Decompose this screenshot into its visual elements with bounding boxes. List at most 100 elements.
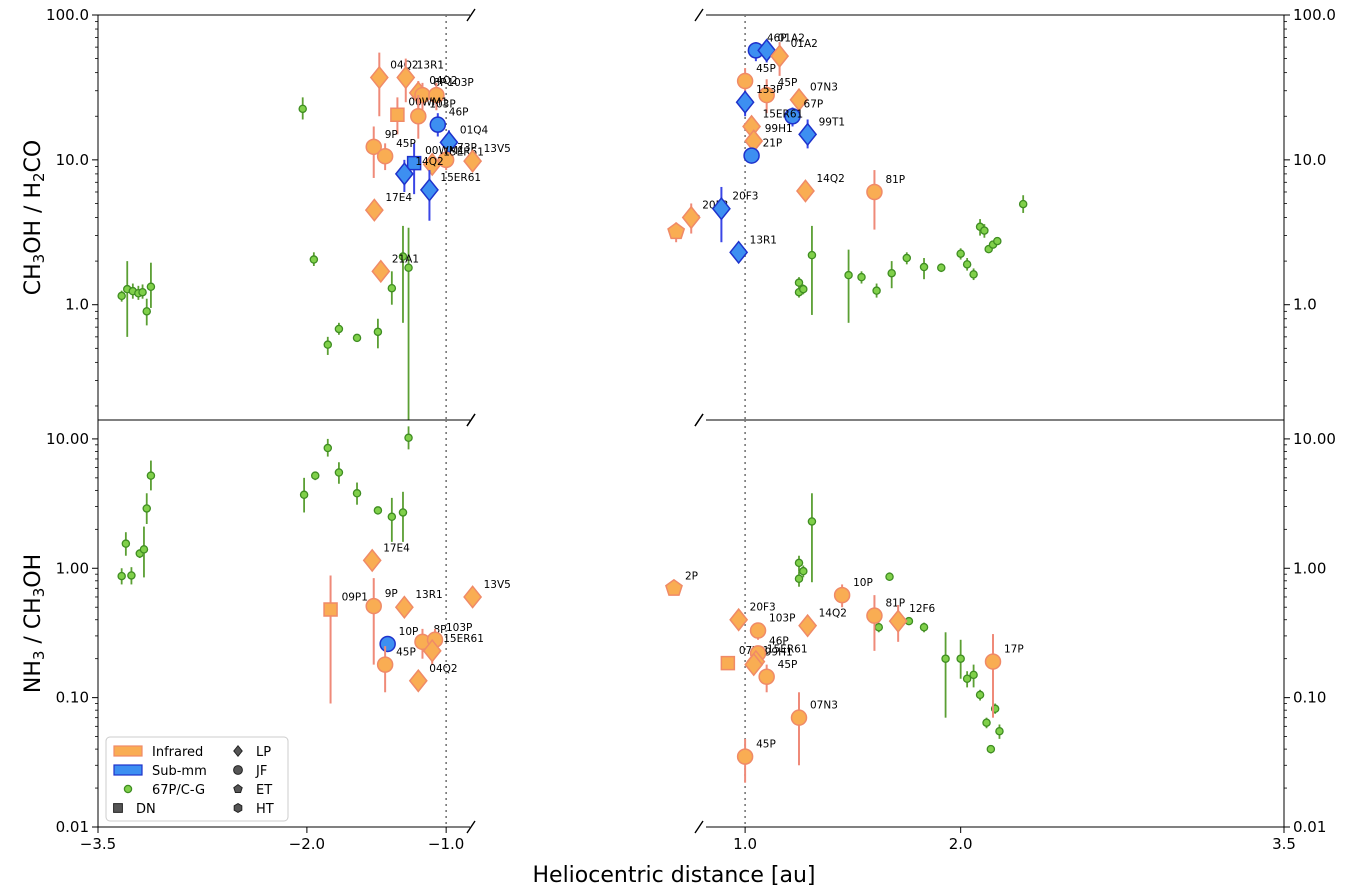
- rosetta-point: [887, 268, 896, 278]
- comet-point: [422, 152, 442, 177]
- point-label: 21A1: [392, 253, 419, 265]
- rosetta-point: [874, 623, 884, 632]
- rosetta-point: [807, 250, 817, 260]
- legend-swatch-pentagon: [233, 783, 243, 794]
- rosetta-point: [980, 226, 989, 235]
- point-label: 04Q2: [429, 663, 457, 675]
- rosetta-point: [387, 283, 397, 293]
- x-axis-title: Heliocentric distance [au]: [532, 863, 815, 888]
- point-label: 20F3: [750, 602, 776, 614]
- point-label: 04Q2: [390, 60, 418, 72]
- point-label: 14Q2: [819, 608, 847, 620]
- point-label: 81P: [885, 598, 905, 610]
- rosetta-point: [941, 654, 950, 663]
- rosetta-point: [799, 284, 808, 294]
- rosetta-point: [299, 490, 309, 500]
- axis-break-mark: [694, 413, 704, 427]
- rosetta-point: [298, 104, 307, 114]
- comet-point: [376, 147, 394, 165]
- legend-swatch-diamond: [233, 744, 243, 758]
- legend: Infrared LP Sub-mm JF 67P/C-G ET DN HT: [105, 736, 289, 822]
- point-label: 15ER61: [767, 644, 808, 656]
- legend-swatch-square: [113, 803, 123, 813]
- comet-point: [394, 162, 414, 186]
- rosetta-point: [995, 726, 1004, 736]
- y-axis-title: NH3 / CH3OH: [21, 554, 48, 693]
- rosetta-point: [373, 327, 383, 337]
- x-tick-label: −2.0: [289, 835, 325, 853]
- comet-point: [379, 635, 396, 653]
- comet-point: [396, 65, 416, 90]
- rosetta-point: [398, 508, 408, 517]
- rosetta-point: [919, 262, 929, 272]
- comet-point: [720, 655, 736, 671]
- legend-label: HT: [256, 802, 274, 817]
- rosetta-point: [352, 333, 362, 343]
- comet-point: [866, 183, 883, 201]
- rosetta-point: [404, 433, 413, 443]
- comet-point: [437, 151, 455, 169]
- legend-label: ET: [256, 783, 272, 798]
- x-tick-label: −3.5: [80, 835, 116, 853]
- comet-point: [394, 595, 414, 620]
- rosetta-point: [117, 291, 126, 301]
- rosetta-point: [323, 340, 333, 349]
- rosetta-point: [121, 539, 131, 548]
- comet-point: [749, 622, 767, 639]
- rosetta-point: [902, 253, 912, 263]
- y-tick-label-right: 0.01: [1293, 818, 1326, 836]
- rosetta-point: [794, 558, 804, 568]
- rosetta-point: [872, 286, 881, 295]
- y-tick-label-left: 10.00: [46, 430, 89, 448]
- rosetta-point: [334, 324, 344, 334]
- comet-point: [729, 240, 749, 265]
- comet-point: [798, 613, 818, 638]
- legend-label: LP: [256, 745, 271, 760]
- point-label: 45P: [396, 138, 416, 150]
- rosetta-point: [146, 282, 156, 292]
- comet-point: [376, 656, 394, 673]
- comet-point: [410, 108, 427, 125]
- point-label: 45P: [756, 63, 776, 75]
- legend-swatch-submm: [113, 764, 143, 776]
- comet-point: [365, 597, 382, 615]
- point-label: 10P: [853, 577, 873, 589]
- rosetta-point: [969, 670, 978, 680]
- rosetta-point: [146, 471, 156, 480]
- comet-point: [428, 86, 445, 104]
- comet-point: [790, 709, 808, 726]
- point-label: 17E4: [383, 542, 410, 554]
- y-tick-label-right: 1.00: [1293, 559, 1326, 577]
- axis-break-mark: [466, 8, 476, 22]
- point-label: 45P: [778, 659, 798, 671]
- comet-point: [757, 38, 777, 63]
- y-tick-label-right: 10.00: [1293, 430, 1336, 448]
- point-label: 15ER61: [763, 108, 804, 120]
- comet-point: [744, 652, 764, 677]
- point-label: 9P: [385, 129, 398, 141]
- comet-point: [796, 179, 815, 203]
- y-tick-label-left: 1.00: [56, 559, 89, 577]
- comet-point: [463, 149, 483, 173]
- point-label: 45P: [396, 647, 416, 659]
- point-label: 13V5: [484, 579, 511, 591]
- comet-point: [429, 116, 447, 133]
- point-label: 103P: [429, 98, 455, 110]
- comet-point: [665, 578, 683, 596]
- legend-swatch-rosetta: [123, 784, 133, 794]
- point-label: 99H1: [765, 123, 793, 135]
- axis-break-mark: [694, 820, 704, 834]
- legend-swatch-circle: [233, 765, 243, 775]
- rosetta-point: [309, 255, 319, 264]
- point-label: 20F3: [732, 191, 758, 203]
- point-label: 07N3: [810, 82, 838, 94]
- point-label: 10P: [399, 626, 419, 638]
- comet-point: [758, 668, 775, 686]
- point-label: 17E4: [385, 192, 412, 204]
- rosetta-point: [127, 571, 136, 580]
- rosetta-point: [1018, 199, 1028, 209]
- comet-point: [711, 196, 731, 221]
